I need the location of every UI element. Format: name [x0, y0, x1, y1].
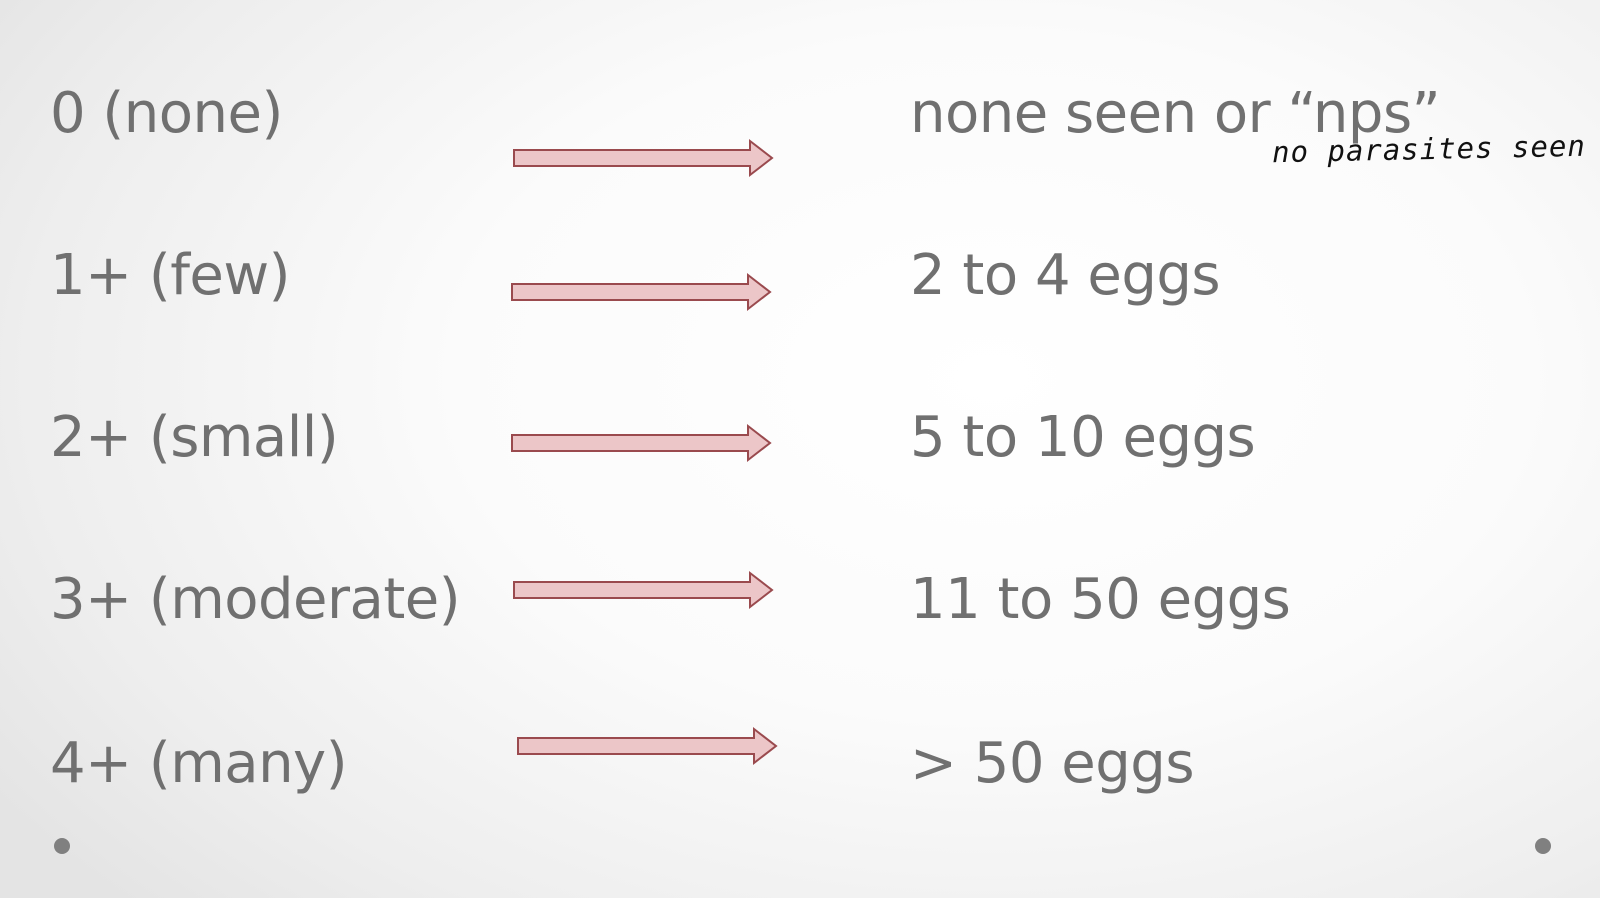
description-small: 5 to 10 eggs — [910, 405, 1256, 470]
right-arrow-icon — [511, 272, 772, 312]
right-arrow-icon — [511, 423, 772, 463]
scale-label-small: 2+ (small) — [50, 405, 339, 470]
scale-label-few: 1+ (few) — [50, 243, 291, 308]
right-arrow-icon — [517, 726, 778, 766]
description-few: 2 to 4 eggs — [910, 243, 1221, 308]
description-none: none seen or “nps” — [910, 81, 1441, 146]
right-arrow-icon — [513, 570, 774, 610]
scale-label-many: 4+ (many) — [50, 731, 348, 796]
right-arrow-icon — [513, 138, 774, 178]
scale-label-moderate: 3+ (moderate) — [50, 567, 461, 632]
description-many: > 50 eggs — [910, 731, 1195, 796]
handwritten-annotation: no parasites seen — [1271, 128, 1587, 170]
scale-label-none: 0 (none) — [50, 81, 283, 146]
footer-dot-left — [54, 838, 70, 854]
description-moderate: 11 to 50 eggs — [910, 567, 1291, 632]
footer-dot-right — [1535, 838, 1551, 854]
